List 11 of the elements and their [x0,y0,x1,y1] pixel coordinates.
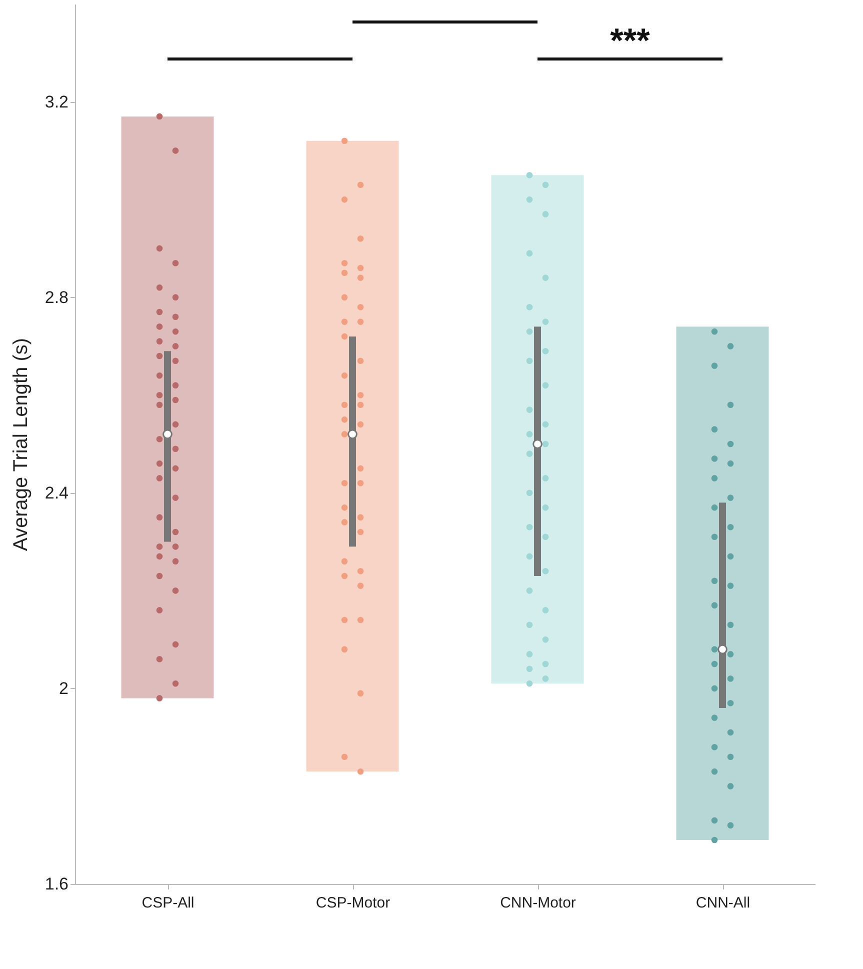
y-tick-label: 2.4 [44,483,68,502]
y-tick-label: 2.8 [44,288,68,307]
y-tick-label: 2 [59,678,68,698]
y-tick-label: 1.6 [44,874,68,894]
y-tick-label: 3.2 [44,92,68,112]
x-tick-label: CNN-All [696,894,750,912]
x-tick-label: CSP-Motor [316,894,390,912]
annotation: *** [610,22,651,60]
y-axis-title: Average Trial Length (s) [10,338,32,552]
x-tick-label: CNN-Motor [500,894,576,912]
x-tick-label: CSP-All [142,894,194,912]
